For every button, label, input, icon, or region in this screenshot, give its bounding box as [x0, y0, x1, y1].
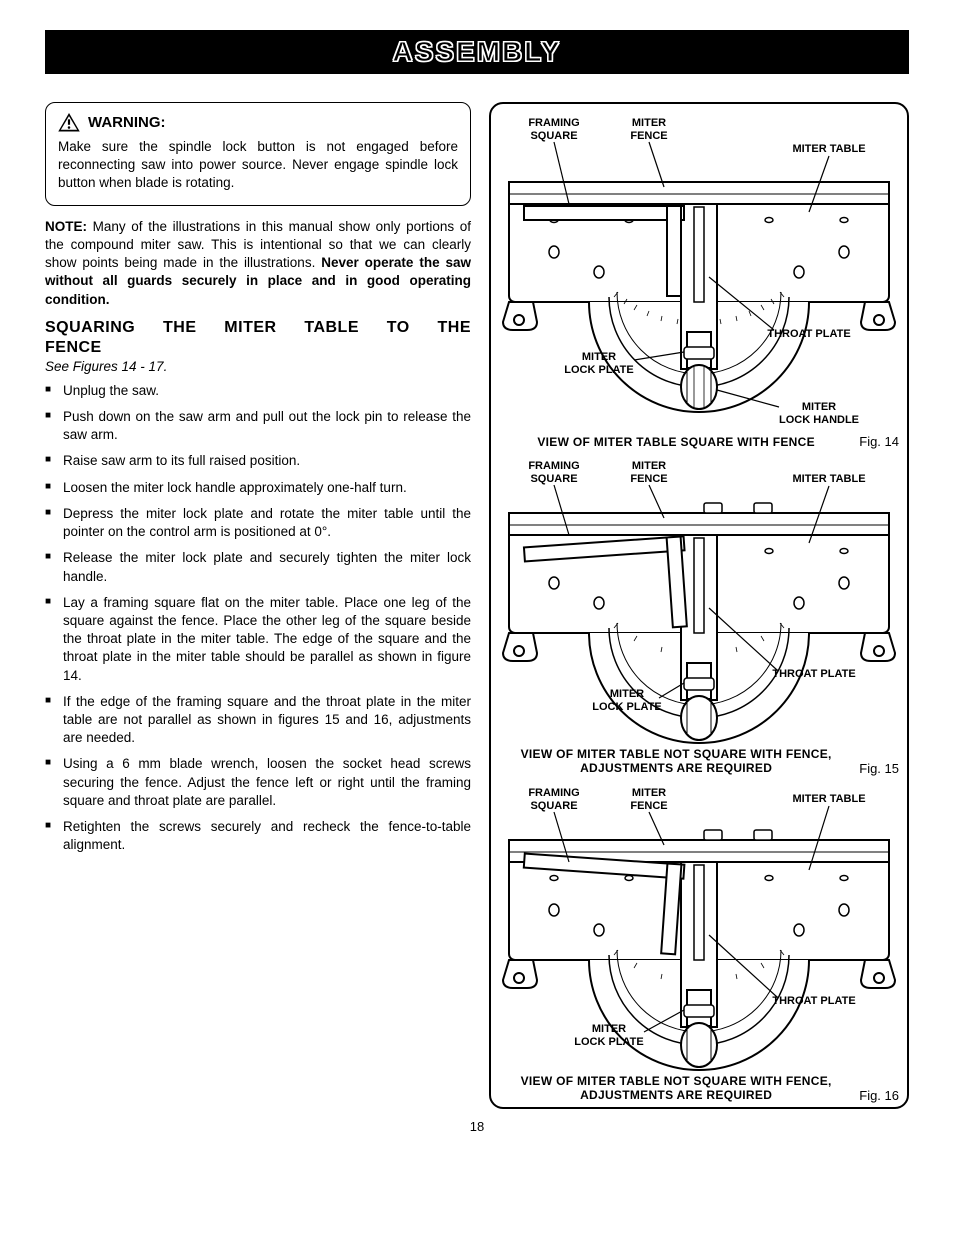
header-title: ASSEMBLY [392, 36, 561, 67]
note-paragraph: NOTE: Many of the illustrations in this … [45, 218, 471, 309]
svg-text:FENCE: FENCE [630, 800, 667, 812]
right-column: FRAMING SQUARE MITER FENCE MITER TABLE [489, 102, 909, 1109]
figure-15-number: Fig. 15 [859, 761, 899, 776]
figure-14-number: Fig. 14 [859, 434, 899, 449]
warning-triangle-icon [58, 113, 80, 132]
svg-text:THROAT PLATE: THROAT PLATE [772, 995, 855, 1007]
svg-text:MITER: MITER [632, 787, 666, 799]
page-number: 18 [45, 1119, 909, 1134]
svg-text:THROAT PLATE: THROAT PLATE [772, 668, 855, 680]
figure-16-number: Fig. 16 [859, 1088, 899, 1103]
list-item: Raise saw arm to its full raised positio… [45, 452, 471, 470]
svg-text:FENCE: FENCE [630, 473, 667, 485]
warning-text: Make sure the spindle lock button is not… [58, 138, 458, 193]
note-label: NOTE: [45, 219, 87, 234]
svg-text:LOCK PLATE: LOCK PLATE [574, 1036, 643, 1048]
svg-text:LOCK PLATE: LOCK PLATE [564, 364, 633, 376]
figure-16: FRAMING SQUARE MITER FENCE MITER TABLE [499, 782, 899, 1103]
svg-text:SQUARE: SQUARE [530, 800, 577, 812]
figure-16-diagram: FRAMING SQUARE MITER FENCE MITER TABLE [499, 782, 899, 1072]
list-item: Unplug the saw. [45, 382, 471, 400]
svg-text:SQUARE: SQUARE [530, 130, 577, 142]
svg-text:LOCK PLATE: LOCK PLATE [592, 701, 661, 713]
header-banner: ASSEMBLY [45, 30, 909, 74]
figure-15-diagram: FRAMING SQUARE MITER FENCE MITER TABLE [499, 455, 899, 745]
list-item: Using a 6 mm blade wrench, loosen the so… [45, 755, 471, 810]
svg-text:SQUARE: SQUARE [530, 473, 577, 485]
see-figures: See Figures 14 - 17. [45, 359, 471, 374]
figure-15-caption: VIEW OF MITER TABLE NOT SQUARE WITH FENC… [499, 747, 853, 776]
svg-text:MITER: MITER [802, 401, 836, 413]
svg-text:THROAT PLATE: THROAT PLATE [767, 328, 850, 340]
svg-text:LOCK HANDLE: LOCK HANDLE [779, 414, 859, 426]
figure-15: FRAMING SQUARE MITER FENCE MITER TABLE [499, 455, 899, 776]
left-column: WARNING: Make sure the spindle lock butt… [45, 102, 471, 1109]
figure-16-caption-row: VIEW OF MITER TABLE NOT SQUARE WITH FENC… [499, 1074, 899, 1103]
svg-text:FRAMING: FRAMING [528, 460, 579, 472]
warning-box: WARNING: Make sure the spindle lock butt… [45, 102, 471, 206]
list-item: Retighten the screws securely and rechec… [45, 818, 471, 854]
list-item: Release the miter lock plate and securel… [45, 549, 471, 585]
svg-text:MITER: MITER [610, 688, 644, 700]
svg-text:MITER: MITER [592, 1023, 626, 1035]
svg-text:MITER: MITER [632, 460, 666, 472]
svg-text:FRAMING: FRAMING [528, 787, 579, 799]
svg-text:MITER TABLE: MITER TABLE [792, 473, 865, 485]
figure-16-caption: VIEW OF MITER TABLE NOT SQUARE WITH FENC… [499, 1074, 853, 1103]
svg-text:MITER TABLE: MITER TABLE [792, 143, 865, 155]
figure-14: FRAMING SQUARE MITER FENCE MITER TABLE [499, 112, 899, 449]
svg-text:FRAMING: FRAMING [528, 117, 579, 129]
svg-text:MITER: MITER [632, 117, 666, 129]
figure-14-caption: VIEW OF MITER TABLE SQUARE WITH FENCE [499, 435, 853, 449]
warning-label: WARNING: [88, 114, 166, 131]
list-item: Depress the miter lock plate and rotate … [45, 505, 471, 541]
section-heading: SQUARING THE MITER TABLE TO THE [45, 319, 471, 337]
bullet-list: Unplug the saw. Push down on the saw arm… [45, 382, 471, 855]
svg-text:FENCE: FENCE [630, 130, 667, 142]
figure-14-diagram: FRAMING SQUARE MITER FENCE MITER TABLE [499, 112, 899, 432]
content-columns: WARNING: Make sure the spindle lock butt… [45, 102, 909, 1109]
figure-15-caption-row: VIEW OF MITER TABLE NOT SQUARE WITH FENC… [499, 747, 899, 776]
list-item: Push down on the saw arm and pull out th… [45, 408, 471, 444]
list-item: If the edge of the framing square and th… [45, 693, 471, 748]
section-heading-line2: FENCE [45, 339, 471, 357]
warning-title-row: WARNING: [58, 113, 458, 132]
svg-text:MITER TABLE: MITER TABLE [792, 793, 865, 805]
list-item: Loosen the miter lock handle approximate… [45, 479, 471, 497]
svg-text:MITER: MITER [582, 351, 616, 363]
figures-box: FRAMING SQUARE MITER FENCE MITER TABLE [489, 102, 909, 1109]
figure-14-caption-row: VIEW OF MITER TABLE SQUARE WITH FENCE Fi… [499, 434, 899, 449]
list-item: Lay a framing square flat on the miter t… [45, 594, 471, 685]
